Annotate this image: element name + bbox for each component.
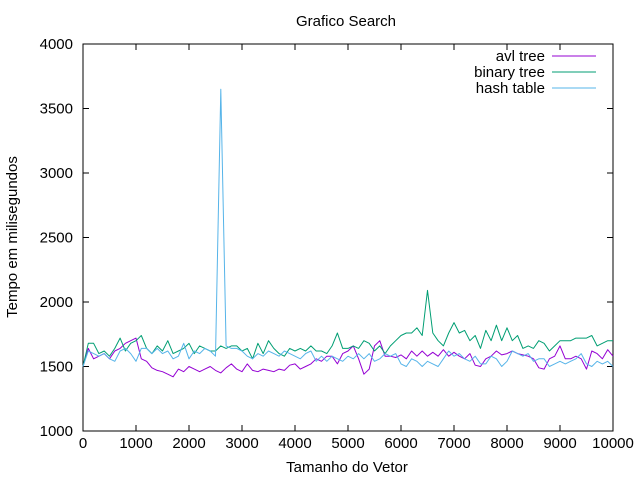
y-tick-label: 1000 — [40, 423, 73, 440]
chart-title: Grafico Search — [296, 13, 396, 30]
y-axis: 1000 1500 2000 2500 3000 3500 4000 — [40, 36, 613, 440]
x-tick-label: 4000 — [278, 435, 311, 452]
series-line-binary-tree — [82, 289, 613, 367]
legend-label-avl-tree: avl tree — [496, 48, 545, 65]
x-tick-label: 6000 — [384, 435, 417, 452]
x-tick-label: 0 — [79, 435, 87, 452]
x-tick-label: 8000 — [490, 435, 523, 452]
x-tick-label: 5000 — [331, 435, 364, 452]
series-line-avl-tree — [82, 337, 614, 378]
plot-frame — [82, 43, 614, 432]
x-axis-title: Tamanho do Vetor — [286, 459, 408, 476]
y-tick-label: 3500 — [40, 101, 73, 118]
y-tick-label: 1500 — [40, 359, 73, 376]
x-axis: 0 1000 2000 3000 4000 5000 6000 7000 8000 9000 100… — [79, 44, 634, 452]
y-tick-label: 3000 — [40, 165, 73, 182]
y-tick-label: 2500 — [40, 230, 73, 247]
legend-label-binary-tree: binary tree — [474, 64, 545, 81]
legend-label-hash-table: hash table — [476, 80, 545, 97]
x-tick-label: 9000 — [543, 435, 576, 452]
x-tick-label: 10000 — [592, 435, 634, 452]
x-tick-label: 3000 — [225, 435, 258, 452]
x-tick-label: 2000 — [172, 435, 205, 452]
x-tick-label: 7000 — [437, 435, 470, 452]
series-line-hash-table — [82, 88, 614, 367]
y-axis-title: Tempo em milisegundos — [4, 156, 21, 318]
y-tick-label: 4000 — [40, 36, 73, 53]
x-tick-label: 1000 — [119, 435, 152, 452]
series-layer — [82, 88, 614, 378]
y-tick-label: 2000 — [40, 294, 73, 311]
